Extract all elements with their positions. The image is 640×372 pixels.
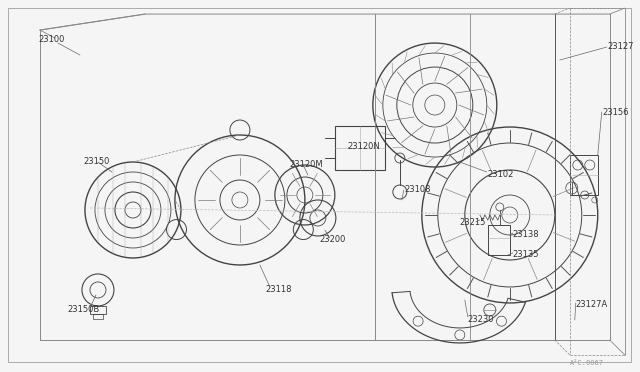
Text: 23120M: 23120M: [290, 160, 323, 169]
Bar: [90, 306, 106, 314]
Bar: [570, 155, 598, 195]
Text: 23127A: 23127A: [576, 300, 608, 309]
Text: 23138: 23138: [513, 230, 540, 239]
Text: 23200: 23200: [320, 235, 346, 244]
Text: 23230: 23230: [468, 315, 494, 324]
Text: 23150: 23150: [83, 157, 109, 166]
Text: 23100: 23100: [38, 35, 65, 44]
Text: A²C.0067: A²C.0067: [570, 360, 604, 366]
Text: 23127: 23127: [608, 42, 634, 51]
Text: 23108: 23108: [405, 185, 431, 194]
Bar: [488, 225, 510, 255]
Text: 23156: 23156: [603, 108, 629, 117]
Text: 23215: 23215: [460, 218, 486, 227]
Text: 23118: 23118: [265, 285, 291, 294]
Text: 23135: 23135: [513, 250, 540, 259]
Text: 23120N: 23120N: [348, 142, 381, 151]
Bar: [335, 126, 385, 170]
Bar: [93, 314, 103, 319]
Text: 23102: 23102: [488, 170, 514, 179]
Text: 23150B: 23150B: [67, 305, 99, 314]
